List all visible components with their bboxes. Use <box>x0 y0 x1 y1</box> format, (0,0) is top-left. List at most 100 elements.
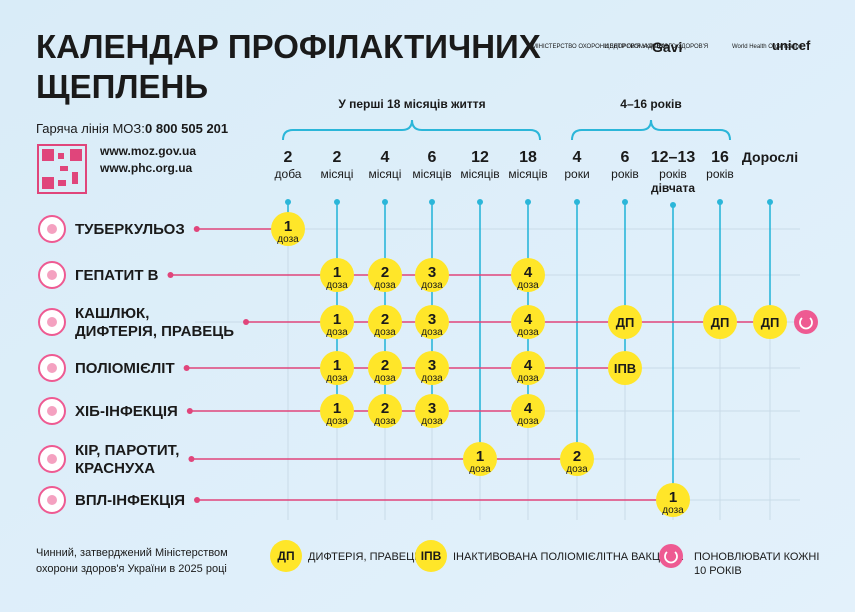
logo: Gavi <box>652 39 682 55</box>
dose-unit: доза <box>326 280 348 291</box>
legend-text: ПОНОВЛЮВАТИ КОЖНІ <box>694 551 819 563</box>
dose-unit: доза <box>374 327 396 338</box>
column-dot <box>382 199 388 205</box>
dose-number: 1 <box>333 264 341 281</box>
footer: Чинний, затверджений Міністерством <box>36 547 228 559</box>
dose-unit: доза <box>374 280 396 291</box>
title: ЩЕПЛЕНЬ <box>36 68 208 105</box>
column-number: 16 <box>711 149 729 166</box>
row-name: КРАСНУХА <box>75 460 155 477</box>
dose-badge <box>560 442 594 476</box>
column-unit: місяців <box>508 167 547 181</box>
row-dot <box>183 365 190 371</box>
dose-badge <box>415 258 449 292</box>
legend-text: ІНАКТИВОВАНА ПОЛІОМІЄЛІТНА ВАКЦИНА <box>453 551 684 563</box>
dose-number: 2 <box>573 448 581 465</box>
dose-unit: доза <box>517 373 539 384</box>
legend-badge: ДП <box>277 549 294 563</box>
dose-unit: доза <box>421 280 443 291</box>
row-name: КІР, ПАРОТИТ, <box>75 442 179 459</box>
dose-badge <box>656 483 690 517</box>
row-dot <box>186 408 193 414</box>
age-group: 4–16 років <box>620 97 681 111</box>
dose-badge <box>320 258 354 292</box>
column-unit: місяці <box>321 167 354 181</box>
column-unit: років <box>659 167 687 181</box>
dose-unit: доза <box>374 416 396 427</box>
row-icon <box>47 406 57 416</box>
link[interactable]: www.phc.org.ua <box>99 161 193 175</box>
dose-badge <box>511 258 545 292</box>
logo: МІНІСТЕРСТВО ОХОРОНИ ЗДОРОВ'Я УКРАЇНИ <box>532 43 667 50</box>
dose-badge <box>753 305 787 339</box>
row-icon <box>47 224 57 234</box>
dose-unit: доза <box>421 373 443 384</box>
dose-unit: доза <box>326 327 348 338</box>
dose-badge <box>320 305 354 339</box>
dose-number: 1 <box>333 311 341 328</box>
column-dot <box>717 199 723 205</box>
dose-unit: доза <box>277 234 299 245</box>
column-number: 6 <box>428 149 437 166</box>
row-icon <box>47 454 57 464</box>
row-dot <box>193 226 200 232</box>
column-number: 2 <box>284 149 293 166</box>
legend-text: 10 РОКІВ <box>694 565 742 577</box>
column-unit: місяців <box>412 167 451 181</box>
dose-number: 3 <box>428 311 436 328</box>
dose-label: ІПВ <box>614 361 636 376</box>
dose-number: 2 <box>381 311 389 328</box>
dose-number: 2 <box>381 357 389 374</box>
column-number: 4 <box>381 149 390 166</box>
row-name: ВПЛ-ІНФЕКЦІЯ <box>75 492 185 509</box>
row-name: ДИФТЕРІЯ, ПРАВЕЦЬ <box>75 323 234 340</box>
link[interactable]: www.moz.gov.ua <box>99 144 196 158</box>
column-unit: місяців <box>460 167 499 181</box>
column-dot <box>767 199 773 205</box>
dose-number: 4 <box>524 311 533 328</box>
hotline-number: 0 800 505 201 <box>145 121 228 136</box>
dose-badge <box>463 442 497 476</box>
column-dot <box>574 199 580 205</box>
qr-code <box>37 144 87 194</box>
row-dot <box>188 456 195 462</box>
row-icon <box>47 317 57 327</box>
column-number: 12–13 <box>651 149 696 166</box>
dose-number: 3 <box>428 264 436 281</box>
column-dot <box>429 199 435 205</box>
footer: охорони здоров'я України в 2025 році <box>36 563 227 575</box>
column-dot <box>334 199 340 205</box>
row-name: ХІБ-ІНФЕКЦІЯ <box>75 403 178 420</box>
dose-unit: доза <box>421 416 443 427</box>
dose-unit: доза <box>326 416 348 427</box>
dose-number: 1 <box>476 448 484 465</box>
repeat-icon <box>799 317 813 330</box>
dose-unit: доза <box>469 464 491 475</box>
dose-badge <box>368 394 402 428</box>
row-icon <box>47 270 57 280</box>
schedule: 2доба2місяці4місяці6місяців12місяців18мі… <box>38 149 818 517</box>
repeat-icon <box>794 310 818 334</box>
dose-badge <box>368 351 402 385</box>
logo: ЦЕНТР ГРОМАДСЬКОГО ЗДОРОВ'Я <box>605 44 708 50</box>
dose-number: 1 <box>333 357 341 374</box>
dose-badge <box>415 305 449 339</box>
dose-badge <box>511 394 545 428</box>
dose-badge <box>320 351 354 385</box>
row-dot <box>243 319 250 325</box>
dose-number: 3 <box>428 400 436 417</box>
legend-text: ДИФТЕРІЯ, ПРАВЕЦЬ <box>308 551 421 563</box>
row-icon <box>47 495 57 505</box>
column-unit: місяці <box>369 167 402 181</box>
column-number: 4 <box>573 149 582 166</box>
dose-badge <box>368 305 402 339</box>
row-icon <box>47 363 57 373</box>
dose-number: 4 <box>524 400 533 417</box>
dose-unit: доза <box>421 327 443 338</box>
dose-badge <box>511 305 545 339</box>
column-note: дівчата <box>651 181 695 195</box>
legend: ДП ДИФТЕРІЯ, ПРАВЕЦЬ ІПВ ІНАКТИВОВАНА ПО… <box>270 540 819 577</box>
dose-number: 2 <box>381 264 389 281</box>
